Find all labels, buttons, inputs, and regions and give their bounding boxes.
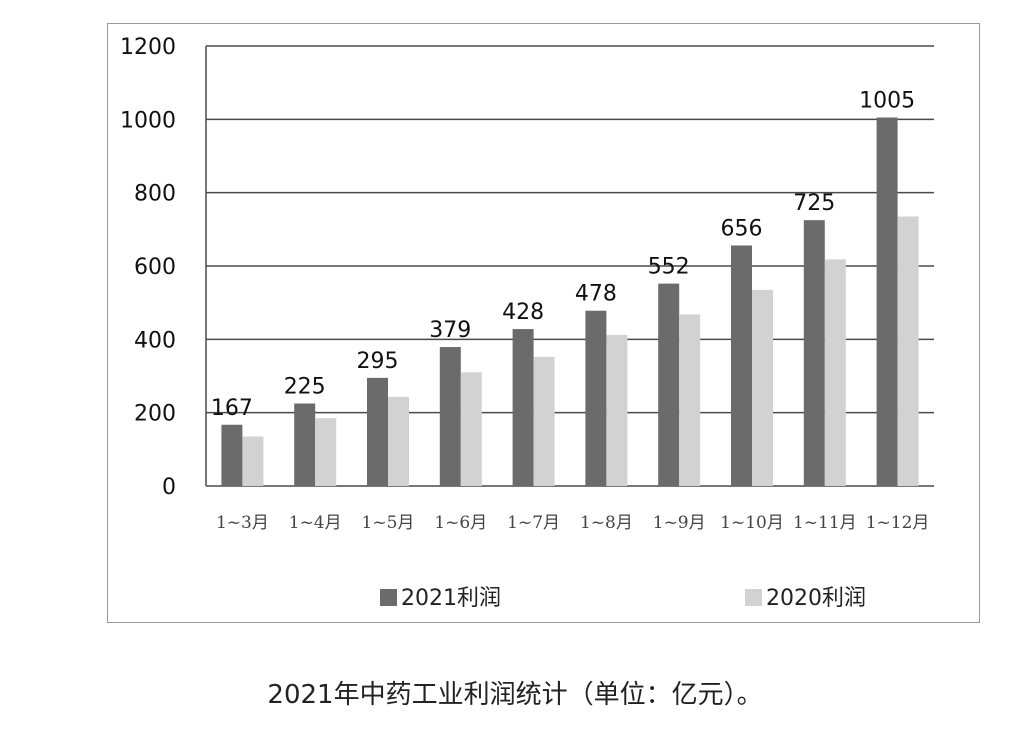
bar-2020 bbox=[752, 289, 773, 486]
y-tick-label: 400 bbox=[134, 328, 176, 353]
bar-2021 bbox=[585, 310, 607, 486]
bar-2020 bbox=[315, 418, 337, 486]
x-tick-label: 1~3月 bbox=[216, 513, 269, 533]
bar-2020 bbox=[679, 314, 701, 486]
bar-2020 bbox=[242, 436, 264, 486]
chart-frame: 0 200 400 600 800 1000 1200 167 225 295 379 428 478… bbox=[107, 23, 980, 623]
x-tick-label: 1~10月 bbox=[720, 513, 784, 533]
x-tick-label: 1~6月 bbox=[434, 513, 487, 533]
x-tick-label: 1~12月 bbox=[866, 513, 930, 533]
x-tick-label: 1~8月 bbox=[580, 513, 633, 533]
x-tick-label: 1~11月 bbox=[793, 513, 857, 533]
data-label-2021: 1005 bbox=[859, 89, 915, 114]
y-axis-ticks: 0 200 400 600 800 1000 1200 bbox=[120, 35, 176, 500]
y-tick-label: 1000 bbox=[120, 108, 176, 133]
x-tick-label: 1~9月 bbox=[653, 513, 706, 533]
bar-2020 bbox=[460, 372, 482, 486]
y-tick-label: 600 bbox=[134, 255, 176, 280]
bar-chart: 0 200 400 600 800 1000 1200 167 225 295 379 428 478… bbox=[120, 35, 934, 611]
data-label-2021: 725 bbox=[793, 191, 835, 216]
legend-label: 2021利润 bbox=[401, 586, 501, 611]
gridlines bbox=[205, 45, 934, 487]
x-tick-label: 1~7月 bbox=[507, 513, 560, 533]
data-label-2021: 552 bbox=[648, 255, 690, 280]
figure-caption: 2021年中药工业利润统计（单位：亿元）。 bbox=[267, 680, 763, 710]
bar-2021 bbox=[876, 117, 898, 486]
legend-label: 2020利润 bbox=[766, 586, 866, 611]
legend-swatch bbox=[380, 589, 397, 606]
data-label-2021: 379 bbox=[429, 318, 471, 343]
legend: 2021利润 2020利润 bbox=[380, 586, 866, 611]
bar-2020 bbox=[533, 356, 555, 486]
bar-2021 bbox=[221, 424, 243, 486]
y-tick-label: 800 bbox=[134, 182, 176, 207]
data-label-2021: 225 bbox=[284, 375, 326, 400]
bar-2020 bbox=[606, 334, 628, 486]
data-label-2021: 478 bbox=[575, 282, 617, 307]
bar-2020 bbox=[824, 259, 846, 486]
x-axis-ticks: 1~3月 1~4月 1~5月 1~6月 1~7月 1~8月 1~9月 1~10月 1~11月 1~… bbox=[216, 513, 929, 533]
data-labels: 167 225 295 379 428 478 552 656 725 1005 bbox=[211, 89, 915, 421]
data-label-2021: 656 bbox=[721, 216, 763, 241]
bars bbox=[221, 117, 919, 486]
data-label-2021: 428 bbox=[502, 300, 544, 325]
bar-2021 bbox=[658, 283, 680, 486]
data-label-2021: 295 bbox=[357, 349, 399, 374]
legend-swatch bbox=[745, 589, 762, 606]
bar-2021 bbox=[367, 377, 388, 486]
bar-2021 bbox=[294, 403, 316, 486]
bar-2021 bbox=[803, 220, 825, 486]
bar-2021 bbox=[512, 329, 534, 486]
y-tick-label: 1200 bbox=[120, 35, 176, 60]
y-tick-label: 200 bbox=[134, 402, 176, 427]
x-tick-label: 1~5月 bbox=[362, 513, 415, 533]
x-tick-label: 1~4月 bbox=[289, 513, 342, 533]
bar-2020 bbox=[388, 396, 409, 486]
bar-2021 bbox=[731, 245, 752, 486]
data-label-2021: 167 bbox=[211, 396, 253, 421]
bar-2021 bbox=[439, 347, 461, 486]
y-tick-label: 0 bbox=[162, 475, 176, 500]
bar-2020 bbox=[897, 216, 919, 486]
